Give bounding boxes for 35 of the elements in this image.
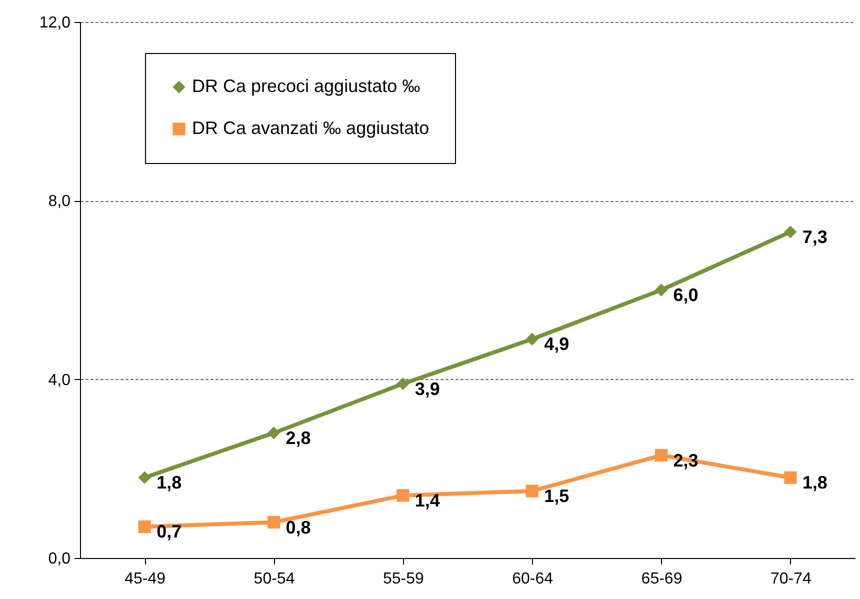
point bbox=[784, 471, 797, 484]
x-tick-label: 45-49 bbox=[124, 570, 166, 588]
point bbox=[396, 377, 410, 390]
x-tick-label: 65-69 bbox=[641, 570, 682, 588]
x-tick-label: 60-64 bbox=[512, 570, 554, 588]
y-tick-label: 4,0 bbox=[48, 372, 71, 389]
point bbox=[654, 448, 668, 462]
data-label: 0,8 bbox=[286, 517, 311, 538]
legend-label: DR Ca avanzati ‰ aggiustato bbox=[192, 118, 430, 138]
data-label: 0,7 bbox=[156, 522, 182, 542]
data-label: 4,9 bbox=[544, 334, 570, 354]
x-tick-label: 50-54 bbox=[254, 570, 295, 588]
data-label: 6,0 bbox=[673, 285, 698, 305]
point bbox=[138, 520, 151, 534]
data-label: 1,8 bbox=[156, 472, 182, 493]
y-tick-label: 12,0 bbox=[39, 14, 71, 32]
data-label: 1,5 bbox=[544, 486, 570, 506]
point bbox=[138, 471, 151, 484]
point bbox=[654, 284, 668, 296]
point bbox=[526, 332, 538, 346]
data-label: 3,9 bbox=[414, 378, 440, 399]
x-tick-label: 55-59 bbox=[382, 570, 424, 588]
point bbox=[267, 426, 280, 440]
point bbox=[396, 489, 410, 502]
point bbox=[267, 516, 280, 529]
point bbox=[526, 484, 538, 498]
data-label: 2,8 bbox=[286, 428, 311, 448]
data-label: 1,8 bbox=[802, 472, 828, 493]
x-tick-label: 70-74 bbox=[770, 570, 812, 588]
data-label: 7,3 bbox=[802, 226, 828, 247]
y-tick-label: 0,0 bbox=[48, 550, 71, 568]
data-label: 1,4 bbox=[414, 490, 440, 510]
y-tick-label: 8,0 bbox=[48, 193, 71, 210]
point bbox=[784, 226, 797, 238]
legend-label: DR Ca precoci aggiustato ‰ bbox=[192, 76, 420, 96]
